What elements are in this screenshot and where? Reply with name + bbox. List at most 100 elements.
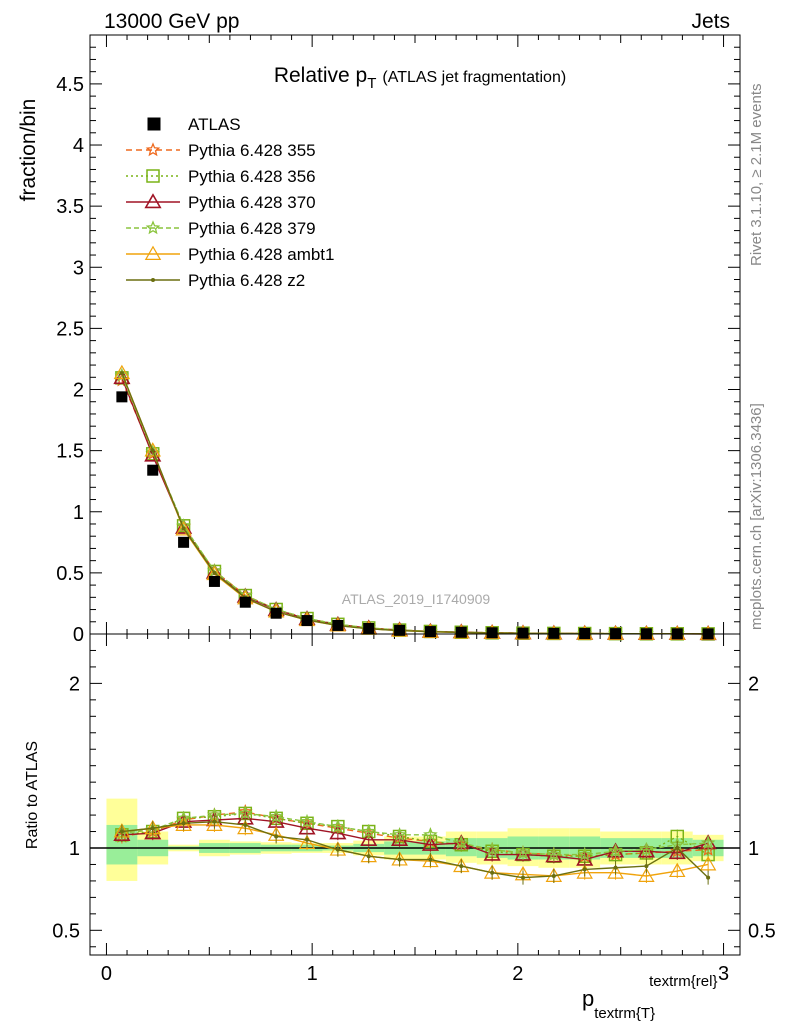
ratio-series-point (392, 827, 407, 842)
x-label-sup: textrm{rel} (649, 973, 717, 990)
main-series-point (113, 369, 131, 385)
ratio-panel: 0 1 2 3 0.5 0.5 1 1 2 2 (52, 633, 776, 985)
x-tick-label: 3 (718, 963, 729, 985)
ratio-series-point (206, 816, 223, 831)
ratio-series-point (607, 864, 624, 879)
ratio-series-point (150, 826, 155, 831)
main-series-point (181, 526, 186, 531)
ratio-series-point (520, 875, 525, 880)
ratio-series-point (644, 864, 649, 869)
x-label-main: p (582, 986, 594, 1011)
data-point (332, 619, 344, 631)
ratio-series-line (121, 824, 709, 877)
ratio-series-point (243, 822, 248, 827)
title-main: Relative p (274, 64, 367, 87)
y-tick-label: 3 (73, 257, 84, 279)
ratio-series-point (453, 835, 469, 850)
data-point (270, 607, 282, 619)
ratio-series-point (706, 875, 711, 880)
data-point (178, 536, 190, 548)
data-point (548, 627, 560, 639)
ratio-series-line (121, 812, 709, 856)
y-tick-label: 0 (73, 624, 84, 646)
data-point (239, 596, 251, 608)
y-tick-label: 2 (73, 380, 84, 402)
ratio-series-point (700, 835, 716, 850)
data-point (517, 627, 529, 639)
ratio-series-point (237, 805, 253, 820)
ratio-series-point (361, 823, 377, 838)
ratio-series-point (582, 867, 587, 872)
ratio-tick-label: 0.5 (52, 920, 80, 942)
legend-marker (145, 142, 161, 157)
legend: ATLAS Pythia 6.428 355 Pythia 6.428 356 Pyt… (126, 115, 334, 290)
main-series-point (175, 521, 192, 536)
ratio-series-point (119, 829, 124, 834)
ratio-series-point (546, 846, 562, 861)
data-point (301, 615, 313, 627)
legend-label: Pythia 6.428 355 (188, 141, 316, 160)
ratio-series-line (121, 820, 709, 879)
ratio-series-point (639, 841, 654, 856)
header-left: 13000 GeV pp (104, 10, 239, 33)
ratio-series-point (212, 819, 217, 824)
legend-marker (145, 220, 161, 235)
ratio-series-point (335, 847, 340, 852)
ratio-series-point (397, 857, 402, 862)
legend-marker (151, 278, 155, 282)
ratio-series-point (423, 827, 438, 842)
legend-marker (144, 245, 162, 260)
ratio-series-point (299, 813, 315, 828)
y-tick-label: 1 (73, 502, 84, 524)
ratio-series-point (330, 818, 346, 833)
y-tick-label: 4 (73, 135, 84, 157)
ratio-series-point (305, 837, 310, 842)
data-point (455, 626, 467, 638)
ratio-series-point (298, 834, 316, 850)
ratio-series-point (613, 865, 618, 870)
ratio-series-point (459, 864, 464, 869)
y-axis-label: fraction/bin (17, 99, 40, 202)
ratio-series-point (608, 843, 623, 858)
legend-label: Pythia 6.428 370 (188, 193, 316, 212)
ratio-series-point (638, 867, 655, 882)
header-right: Jets (691, 10, 730, 33)
ratio-series-point (675, 846, 680, 850)
analysis-watermark: ATLAS_2019_I1740909 (342, 591, 491, 607)
ratio-tick-label-right: 1 (748, 838, 759, 860)
main-series-point (175, 518, 193, 534)
x-axis-label: ptextrm{T} textrm{rel} (582, 973, 717, 1022)
ratio-series-point (484, 841, 500, 856)
ratio-series-point (515, 845, 531, 860)
data-point (394, 624, 406, 636)
ratio-series-point (274, 834, 279, 839)
rivet-label: Rivet 3.1.10, ≥ 2.1M events (748, 84, 765, 267)
data-point (208, 575, 220, 587)
legend-label: Pythia 6.428 356 (188, 167, 316, 186)
ratio-series-point (237, 819, 254, 835)
main-series-point (119, 371, 124, 376)
ratio-series-point (181, 821, 186, 826)
ratio-series-point (669, 862, 686, 878)
main-series-point (144, 442, 161, 457)
plot-title: Relative pT (ATLAS jet fragmentation) (274, 64, 566, 92)
ratio-y-axis-label: Ratio to ATLAS (24, 741, 41, 849)
ratio-series-point (576, 864, 593, 879)
title-rest: (ATLAS jet fragmentation) (382, 69, 566, 86)
legend-label: Pythia 6.428 z2 (188, 271, 305, 290)
main-series-point (150, 448, 155, 453)
title-sub: T (367, 75, 376, 92)
data-point (116, 391, 128, 403)
x-tick-label: 1 (307, 963, 318, 985)
y-tick-label: 4.5 (56, 74, 84, 96)
legend-label: Pythia 6.428 379 (188, 219, 316, 238)
ratio-tick-label: 2 (69, 673, 80, 695)
ratio-series-point (268, 809, 284, 823)
ratio-series-point (490, 870, 495, 875)
ratio-series-point (551, 873, 556, 878)
ratio-series-point (360, 830, 378, 846)
main-series-point (212, 571, 217, 576)
main-series-point (113, 364, 131, 380)
data-point (147, 464, 159, 476)
